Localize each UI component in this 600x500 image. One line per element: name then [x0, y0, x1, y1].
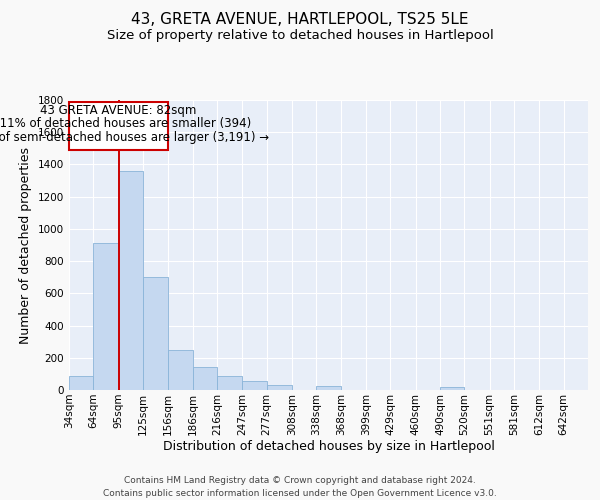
Bar — [119, 171, 143, 390]
Bar — [316, 386, 341, 390]
Bar — [217, 376, 242, 390]
Bar — [242, 381, 266, 390]
Bar — [168, 350, 193, 390]
Bar — [266, 385, 292, 390]
Text: Size of property relative to detached houses in Hartlepool: Size of property relative to detached ho… — [107, 29, 493, 42]
X-axis label: Distribution of detached houses by size in Hartlepool: Distribution of detached houses by size … — [163, 440, 494, 454]
Text: 43, GRETA AVENUE, HARTLEPOOL, TS25 5LE: 43, GRETA AVENUE, HARTLEPOOL, TS25 5LE — [131, 12, 469, 28]
Bar — [69, 102, 168, 150]
Y-axis label: Number of detached properties: Number of detached properties — [19, 146, 32, 344]
Text: 88% of semi-detached houses are larger (3,191) →: 88% of semi-detached houses are larger (… — [0, 131, 269, 144]
Text: ← 11% of detached houses are smaller (394): ← 11% of detached houses are smaller (39… — [0, 118, 251, 130]
Bar — [440, 387, 464, 390]
Text: 43 GRETA AVENUE: 82sqm: 43 GRETA AVENUE: 82sqm — [40, 104, 197, 117]
Text: Contains HM Land Registry data © Crown copyright and database right 2024.
Contai: Contains HM Land Registry data © Crown c… — [103, 476, 497, 498]
Bar — [193, 366, 217, 390]
Bar — [143, 277, 168, 390]
Bar — [69, 376, 94, 390]
Bar — [94, 244, 119, 390]
